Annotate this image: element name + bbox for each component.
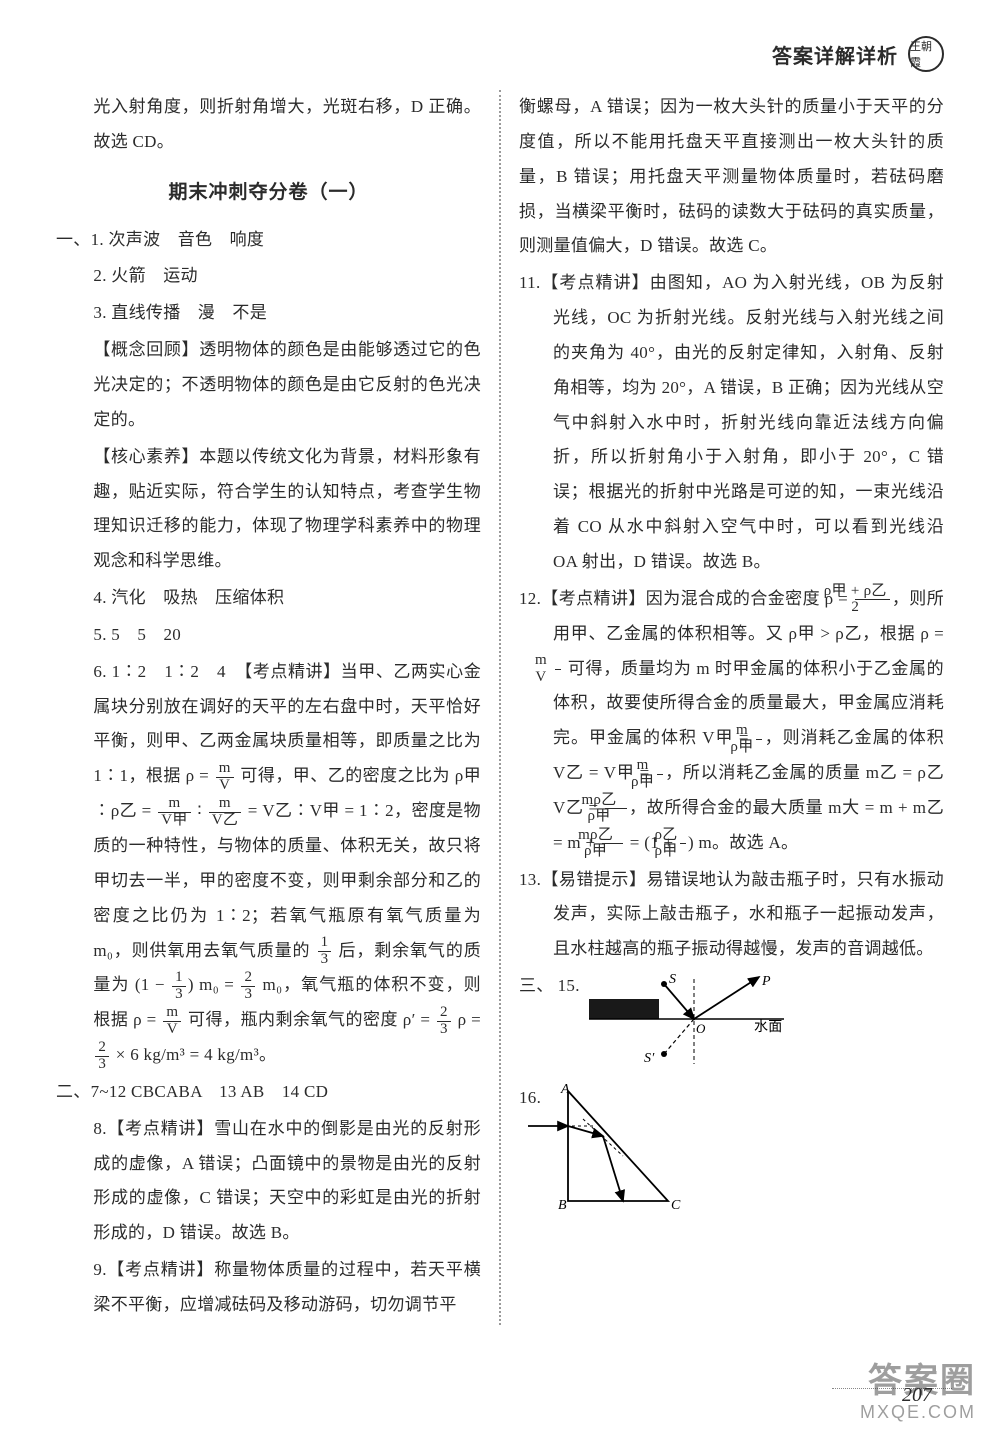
q3-line1: 3. 直线传播 漫 不是	[56, 296, 481, 331]
q15-label: 15.	[558, 969, 580, 1004]
q6-i: × 6 kg/m³ = 4 kg/m³。	[111, 1045, 276, 1064]
q9: 9.【考点精讲】称量物体质量的过程中，若天平横梁不平衡，应增减砝码及移动游码，切…	[56, 1253, 481, 1323]
svg-text:C: C	[671, 1198, 681, 1211]
frac-m-V-3: mV	[555, 653, 561, 686]
svg-text:O: O	[696, 1021, 706, 1036]
q12-h: ) m。故选 A。	[688, 833, 798, 852]
sec2-label: 二、	[56, 1082, 91, 1101]
q5: 5. 5 5 20	[56, 618, 481, 653]
watermark: 答案圈 MXQE.COM	[860, 1353, 976, 1423]
frac-1-3-a: 13	[318, 935, 332, 968]
q1-text: 1. 次声波 音色 响度	[91, 230, 265, 249]
diagram-15: S O P S′ 水面	[584, 969, 794, 1079]
svg-text:水面: 水面	[754, 1019, 783, 1035]
diagram-16: A B C	[557, 1081, 693, 1211]
q13-label: 13.【易错提示】	[519, 870, 646, 889]
svg-text:A: A	[560, 1082, 570, 1097]
frac-m-Vjia: mV甲	[158, 796, 190, 829]
q12-label: 12.【考点精讲】	[519, 589, 646, 608]
frac-mry-rj-2: mρ乙ρ甲	[602, 828, 623, 861]
frac-2-3-a: 23	[241, 970, 255, 1003]
frac-rho-avg: ρ甲 + ρ乙2	[855, 584, 890, 617]
watermark-url: MXQE.COM	[860, 1402, 976, 1423]
q3-gngh-label: 【概念回顾】	[93, 340, 199, 359]
q16: 16. A B C	[519, 1081, 944, 1211]
sec2: 二、7~12 CBCABA 13 AB 14 CD	[56, 1075, 481, 1110]
q6: 6. 1∶2 1∶2 4 【考点精讲】当甲、乙两实心金属块分别放在调好的天平的左…	[56, 655, 481, 1073]
frac-2-3-c: 23	[95, 1040, 109, 1073]
frac-ry-rj: ρ乙ρ甲	[680, 828, 686, 861]
q6-head: 6. 1∶2 1∶2 4	[93, 662, 243, 681]
left-column: 光入射角度，则折射角增大，光斑右移，D 正确。故选 CD。 期末冲刺夺分卷（一）…	[56, 90, 497, 1325]
q6-g: 可得，瓶内剩余氧气的密度 ρ′ =	[183, 1010, 435, 1029]
q13: 13.【易错提示】易错误地认为敲击瓶子时，只有水振动发声，实际上敲击瓶子，水和瓶…	[519, 863, 944, 968]
sec1-label: 一、	[56, 230, 91, 249]
frac-m-rj-2: mρ甲	[657, 758, 663, 791]
q1: 一、1. 次声波 音色 响度	[56, 223, 481, 258]
svg-text:S′: S′	[644, 1051, 655, 1066]
content-columns: 光入射角度，则折射角增大，光斑右移，D 正确。故选 CD。 期末冲刺夺分卷（一）…	[56, 90, 944, 1325]
q15: 三、15. S O	[519, 969, 944, 1079]
q6-label: 【考点精讲】	[244, 662, 341, 681]
q6-h: ρ =	[453, 1010, 481, 1029]
q4: 4. 汽化 吸热 压缩体积	[56, 581, 481, 616]
q8: 8.【考点精讲】雪山在水中的倒影是由光的反射形成的虚像，A 错误；凸面镜中的景物…	[56, 1112, 481, 1251]
watermark-big: 答案圈	[860, 1353, 976, 1402]
right-column: 衡螺母，A 错误；因为一枚大头针的质量小于天平的分度值，所以不能用托盘天平直接测…	[503, 90, 944, 1325]
frac-m-Vyi: mV乙	[209, 796, 241, 829]
frac-m-V-2: mV	[163, 1005, 181, 1038]
q2: 2. 火箭 运动	[56, 259, 481, 294]
q11-label: 11.【考点精讲】	[519, 273, 650, 292]
q3-gngh: 【概念回顾】透明物体的颜色是由能够透过它的色光决定的；不透明物体的颜色是由它反射…	[56, 333, 481, 438]
section-title: 期末冲刺夺分卷（一）	[56, 174, 481, 213]
right-top-cont: 衡螺母，A 错误；因为一枚大头针的质量小于天平的分度值，所以不能用托盘天平直接测…	[519, 90, 944, 264]
sec3-label: 三、	[519, 969, 554, 1004]
pre-continuation: 光入射角度，则折射角增大，光斑右移，D 正确。故选 CD。	[56, 90, 481, 160]
q11: 11.【考点精讲】由图知，AO 为入射光线，OB 为反射光线，OC 为折射光线。…	[519, 266, 944, 580]
frac-m-V-1: mV	[216, 761, 234, 794]
frac-1-3-b: 13	[172, 970, 186, 1003]
q3-hxsy: 【核心素养】本题以传统文化为背景，材料形象有趣，贴近实际，符合学生的认知特点，考…	[56, 440, 481, 579]
q8-label: 8.【考点精讲】	[93, 1119, 214, 1138]
frac-m-rj-1: mρ甲	[756, 723, 762, 756]
q11-text: 由图知，AO 为入射光线，OB 为反射光线，OC 为折射光线。反射光线与入射光线…	[553, 273, 944, 571]
frac-mry-rj-1: mρ乙ρ甲	[605, 793, 626, 826]
q9-label: 9.【考点精讲】	[93, 1260, 214, 1279]
page-header-title: 答案详解详析	[772, 40, 898, 69]
q6-e: ) m₀ =	[188, 975, 240, 994]
q3-hxsy-label: 【核心素养】	[93, 447, 199, 466]
svg-text:B: B	[558, 1198, 567, 1211]
column-divider	[499, 90, 501, 1325]
q6-c: = V乙∶V甲 = 1∶2，密度是物质的一种特性，与物体的质量、体积无关，故只将…	[93, 801, 481, 959]
svg-text:S: S	[669, 972, 676, 987]
q12-a: 因为混合成的合金密度 ρ =	[646, 589, 853, 608]
q12: 12.【考点精讲】因为混合成的合金密度 ρ = ρ甲 + ρ乙2，则所用甲、乙金…	[519, 582, 944, 861]
sec2-ans: 7~12 CBCABA 13 AB 14 CD	[91, 1082, 329, 1101]
page-header: 答案详解详析 王朝霞	[56, 36, 944, 72]
svg-text:P: P	[761, 974, 771, 989]
page-header-badge: 王朝霞	[908, 36, 944, 72]
frac-2-3-b: 23	[437, 1005, 451, 1038]
